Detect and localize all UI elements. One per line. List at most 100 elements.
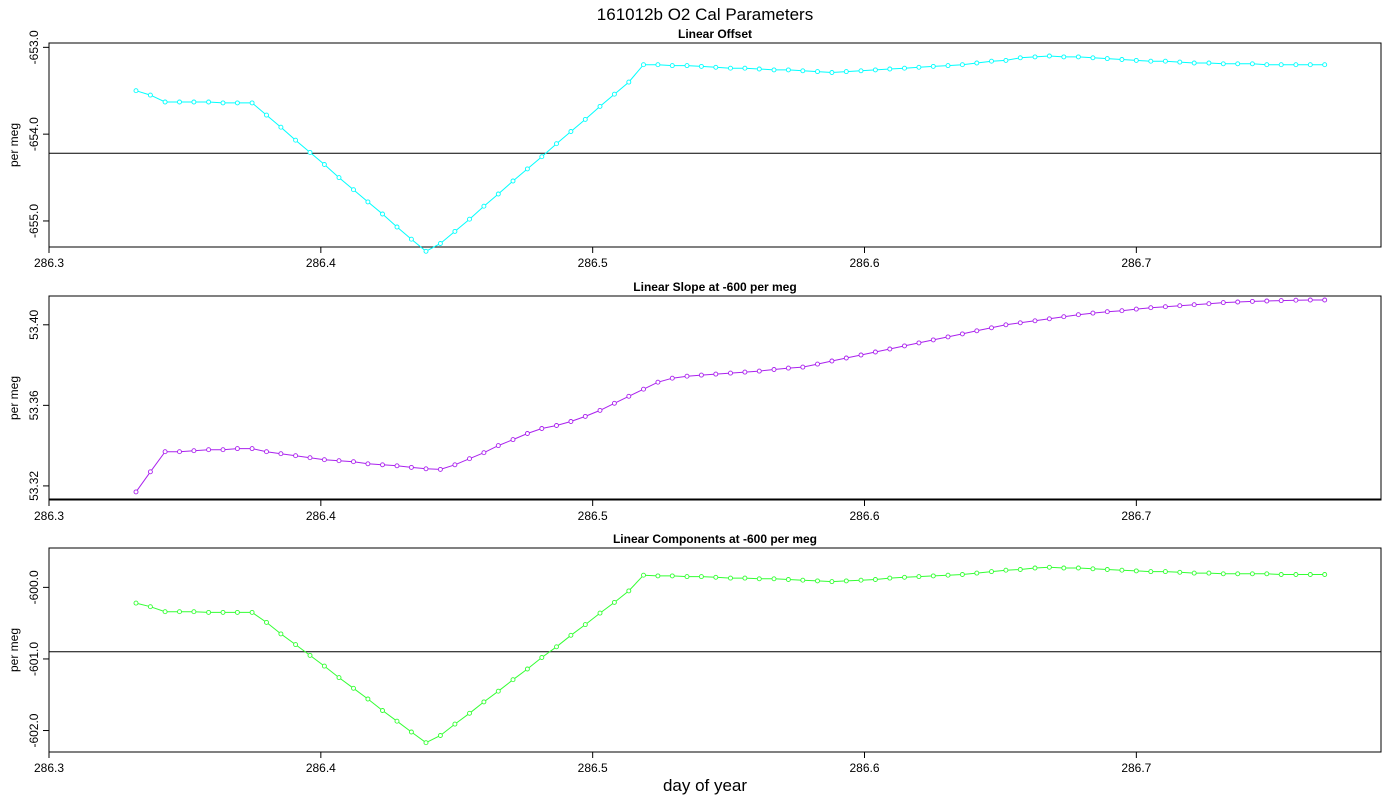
- data-point: [568, 129, 574, 134]
- data-point: [495, 688, 501, 694]
- data-point: [206, 447, 212, 453]
- data-point: [902, 65, 907, 71]
- data-point: [771, 576, 777, 582]
- y-axis-title: per meg: [7, 123, 21, 167]
- data-point: [1133, 306, 1139, 312]
- series-line: [135, 566, 1325, 744]
- data-point: [336, 675, 342, 681]
- data-point: [989, 325, 994, 331]
- x-tick-label: 286.7: [1121, 256, 1151, 270]
- data-point: [351, 459, 356, 465]
- data-point: [437, 733, 443, 738]
- data-point: [1264, 62, 1270, 68]
- x-tick-label: 286.6: [849, 761, 879, 775]
- data-point: [1003, 567, 1009, 573]
- data-point: [452, 228, 458, 234]
- data-point: [611, 400, 617, 406]
- data-point: [742, 369, 748, 375]
- data-point: [220, 447, 226, 453]
- x-tick-label: 286.7: [1121, 761, 1151, 775]
- x-tick-label: 286.3: [34, 509, 64, 523]
- data-point: [597, 610, 603, 616]
- data-point: [524, 166, 530, 172]
- panels: Linear Offset per meg -653.0 -654.0 -655.0 28…: [7, 27, 1382, 775]
- data-point: [133, 600, 139, 606]
- x-axis-title: day of year: [663, 776, 747, 795]
- data-point: [408, 729, 414, 735]
- data-point: [177, 609, 182, 615]
- data-point: [1264, 571, 1270, 577]
- data-point: [641, 62, 646, 68]
- data-point: [582, 413, 588, 419]
- data-point: [321, 162, 327, 167]
- data-point: [1191, 570, 1197, 576]
- data-point: [1162, 304, 1168, 310]
- data-point: [481, 203, 487, 209]
- data-point: [698, 574, 704, 580]
- x-tick-label: 286.7: [1121, 509, 1151, 523]
- data-point: [423, 740, 429, 746]
- data-point: [626, 588, 632, 594]
- data-point: [1177, 303, 1183, 309]
- data-point: [1249, 571, 1255, 577]
- data-point: [785, 577, 791, 582]
- data-point: [495, 191, 501, 197]
- data-point: [467, 710, 472, 716]
- data-point: [843, 578, 849, 584]
- panel-3: Linear Components at -600 per meg per meg…: [7, 532, 1382, 775]
- data-point: [510, 437, 516, 443]
- data-point: [684, 63, 690, 69]
- data-point: [872, 67, 878, 73]
- data-point: [1235, 299, 1241, 305]
- data-point: [728, 370, 733, 376]
- data-point: [1148, 569, 1154, 575]
- panel-2: Linear Slope at -600 per meg per meg 53.32…: [7, 280, 1382, 523]
- data-point: [959, 572, 965, 577]
- data-point: [234, 100, 240, 106]
- data-point: [989, 58, 994, 64]
- data-point: [408, 464, 414, 470]
- y-tick-label: 53.36: [27, 390, 41, 420]
- data-point: [916, 64, 922, 70]
- data-point: [554, 141, 559, 147]
- data-point: [1090, 310, 1096, 316]
- panel-title: Linear Slope at -600 per meg: [633, 280, 796, 294]
- data-point: [191, 448, 197, 454]
- data-point: [293, 453, 299, 459]
- data-point: [321, 457, 327, 463]
- data-point: [815, 361, 820, 367]
- data-point: [481, 450, 487, 456]
- data-point: [452, 462, 458, 468]
- data-point: [1206, 570, 1212, 576]
- data-point: [1003, 322, 1009, 328]
- data-point: [771, 67, 777, 73]
- data-point: [568, 419, 574, 424]
- data-point: [249, 446, 255, 452]
- data-point: [1133, 568, 1139, 574]
- data-point: [916, 574, 922, 580]
- data-point: [728, 575, 733, 581]
- data-point: [234, 609, 240, 615]
- data-point: [887, 346, 893, 352]
- x-tick-label: 286.4: [306, 256, 336, 270]
- data-point: [1220, 61, 1226, 67]
- data-point: [1235, 571, 1241, 577]
- data-point: [974, 60, 980, 66]
- data-point: [394, 463, 400, 469]
- data-point: [423, 466, 429, 472]
- data-point: [394, 224, 400, 230]
- data-point: [133, 88, 139, 94]
- data-point: [1017, 55, 1023, 61]
- data-point: [1046, 316, 1052, 322]
- data-point: [1104, 56, 1110, 62]
- data-point: [1017, 320, 1023, 326]
- x-tick-label: 286.3: [34, 761, 64, 775]
- data-point: [1293, 62, 1299, 68]
- data-point: [351, 187, 356, 193]
- series-line: [135, 299, 1325, 493]
- data-point: [785, 365, 791, 371]
- data-point: [365, 461, 371, 467]
- data-point: [713, 574, 719, 580]
- data-point: [815, 69, 820, 75]
